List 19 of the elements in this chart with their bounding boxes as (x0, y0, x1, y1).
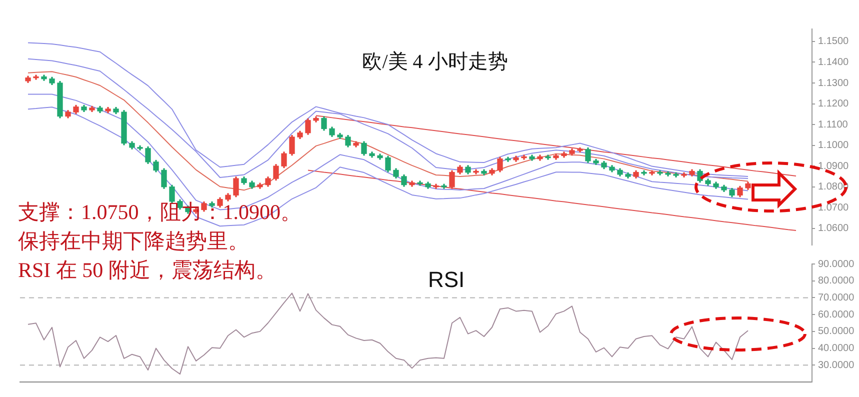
y-tick-label: 50.0000 (818, 326, 855, 338)
text: 欧/美 4 小时走势 (362, 51, 508, 73)
y-tick-label: 60.0000 (818, 309, 855, 320)
chart-title: RSI (428, 267, 466, 293)
y-tick-label: 1.1100 (818, 119, 848, 130)
annotation: RSI 在 50 附近，震荡结构。 (18, 257, 276, 284)
y-tick-label: 40.0000 (818, 343, 855, 354)
y-tick-label: 1.1200 (818, 98, 850, 110)
y-tick-label: 1.1400 (818, 56, 850, 68)
y-tick-label: 30.0000 (818, 360, 855, 371)
y-tick-label: 1.1300 (818, 78, 850, 89)
y-tick-label: 1.1000 (818, 140, 850, 152)
y-tick-label: 1.0900 (818, 160, 850, 172)
y-tick-label: 80.0000 (818, 276, 855, 287)
y-tick-label: 1.0600 (818, 223, 850, 234)
y-tick-label: 1.1500 (818, 36, 850, 48)
annotation: 保持在中期下降趋势里。 (18, 228, 249, 255)
y-tick-label: 70.0000 (818, 292, 855, 304)
y-tick-label: 90.0000 (818, 258, 855, 270)
